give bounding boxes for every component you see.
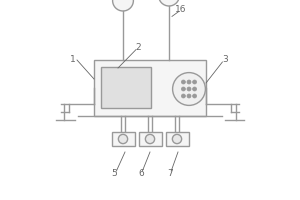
Text: 5: 5 — [111, 170, 117, 178]
Text: 7: 7 — [167, 170, 173, 178]
Circle shape — [193, 80, 196, 84]
Circle shape — [146, 134, 154, 144]
Circle shape — [182, 94, 185, 98]
Circle shape — [187, 80, 191, 84]
Text: 2: 2 — [135, 43, 141, 51]
Circle shape — [172, 134, 182, 144]
Circle shape — [182, 87, 185, 91]
Circle shape — [193, 87, 196, 91]
Bar — [94, 60, 206, 116]
Circle shape — [193, 94, 196, 98]
Circle shape — [172, 73, 206, 105]
Text: 16: 16 — [175, 4, 187, 14]
Circle shape — [118, 134, 127, 144]
Bar — [139, 132, 161, 146]
Text: 6: 6 — [138, 170, 144, 178]
Bar — [166, 132, 188, 146]
Text: 1: 1 — [70, 54, 76, 64]
Circle shape — [187, 87, 191, 91]
Circle shape — [159, 0, 179, 6]
Bar — [112, 132, 134, 146]
Circle shape — [187, 94, 191, 98]
Text: 3: 3 — [222, 55, 228, 64]
Bar — [101, 67, 151, 108]
Circle shape — [182, 80, 185, 84]
Circle shape — [112, 0, 134, 11]
